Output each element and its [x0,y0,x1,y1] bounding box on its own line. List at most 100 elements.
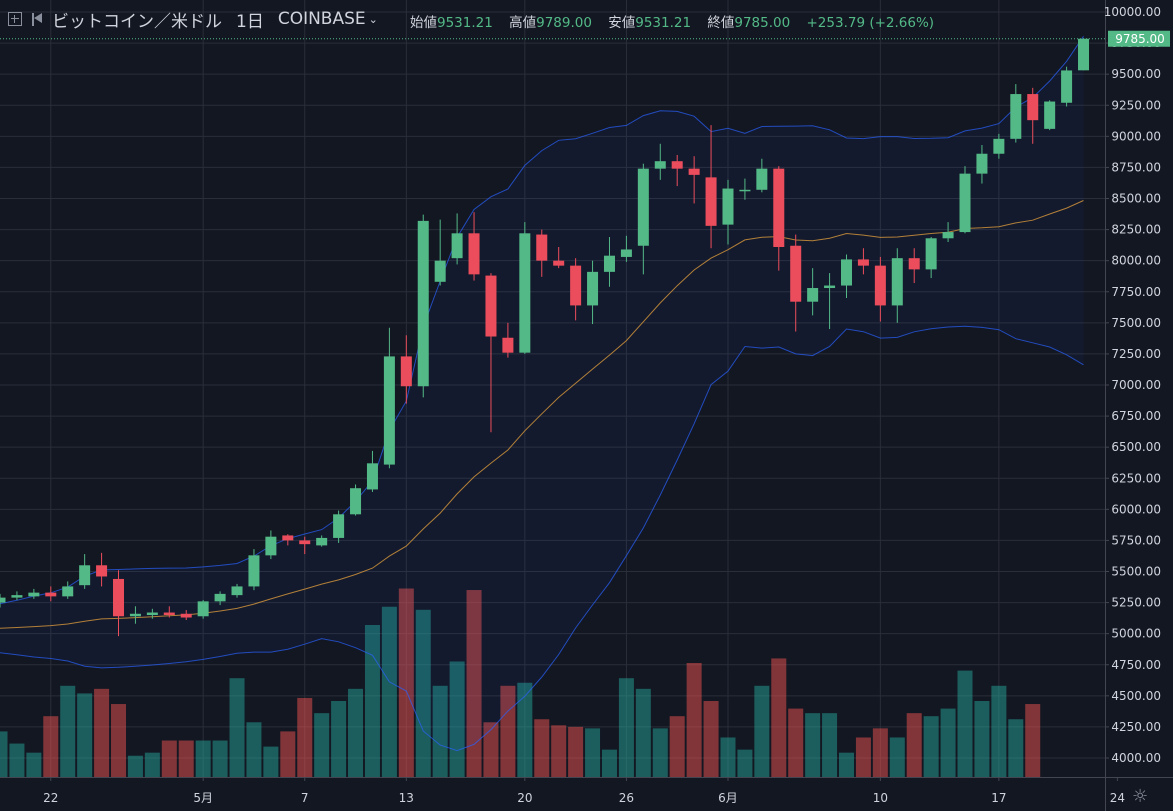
exchange-label[interactable]: COINBASE [277,9,366,29]
price-axis-bg [1105,0,1173,811]
price-tick-label: 6500.00 [1111,440,1161,454]
last-price-label: 9785.00 [1115,32,1165,46]
volume-bar [178,740,194,777]
candle-body [434,260,446,282]
volume-bar [923,716,939,777]
volume-bar [517,682,533,777]
volume-bar [297,697,313,777]
ohlc-legend: 始値9531.21 高値9789.00 安値9531.21 終値9785.00 … [410,11,946,31]
time-tick-label: 6月 [718,791,738,805]
candle-body [908,258,920,270]
volume-bar [26,752,42,777]
price-tick-label: 6000.00 [1111,502,1161,516]
candle-body [299,540,311,545]
candle-body [553,260,565,266]
candle-body [366,463,378,490]
candle-body [231,586,243,596]
volume-bar [855,737,871,777]
volume-bar [940,708,956,777]
candle-body [705,177,717,226]
candle-body [620,249,632,257]
volume-bar [127,755,143,777]
time-axis-bg [0,777,1105,811]
volume-bar [229,678,245,777]
candle-body [282,535,294,541]
price-tick-label: 8250.00 [1111,223,1161,237]
volume-bar [280,731,296,777]
candle-body [536,234,548,261]
candle-body [739,189,751,192]
candle-body [350,488,362,515]
volume-bar [872,728,888,777]
bollinger-upper [0,36,1084,605]
candle-body [654,161,666,169]
candle-body [146,612,158,616]
volume-bar [263,746,279,777]
volume-bar [957,670,973,777]
volume-bar [466,590,482,777]
candle-body [0,597,6,603]
volume-bar [991,685,1007,777]
volume-bar [449,661,465,777]
candle-body [383,356,395,465]
candle-body [333,514,345,538]
price-tick-label: 8500.00 [1111,192,1161,206]
interval-label[interactable]: 1日 [236,11,264,32]
price-tick-label: 9250.00 [1111,98,1161,112]
high-value: 9789.00 [536,15,592,31]
candle-body [603,255,615,272]
candle-body [28,592,40,597]
candle-body [468,233,480,275]
time-tick-label: 13 [399,791,414,805]
time-tick-label: 24 [1110,791,1125,805]
candle-body [891,258,903,306]
high-label: 高値 [509,15,537,31]
candle-body [976,153,988,174]
volume-bar [669,716,685,777]
volume-bar [398,588,414,777]
volume-bar [737,749,753,777]
time-tick-label: 7 [301,791,309,805]
candle-body [1061,70,1073,103]
time-tick-label: 17 [991,791,1006,805]
symbol-name[interactable]: ビットコイン／米ドル [52,11,222,32]
price-tick-label: 5750.00 [1111,533,1161,547]
chevron-down-icon[interactable]: ⌄ [368,12,378,26]
flag-icon[interactable] [30,12,44,26]
add-symbol-icon[interactable] [8,12,22,26]
price-tick-label: 6750.00 [1111,409,1161,423]
candle-body [671,161,683,169]
volume-bar [432,685,448,777]
price-tick-label: 7000.00 [1111,378,1161,392]
moving-average [0,200,1084,629]
low-value: 9531.21 [635,15,692,31]
candle-body [925,238,937,270]
candle-body [807,288,819,302]
candle-body [400,356,412,387]
price-tick-label: 4250.00 [1111,720,1161,734]
price-tick-label: 7750.00 [1111,285,1161,299]
volume-bar [381,606,397,777]
candle-body [773,168,785,247]
price-tick-label: 5500.00 [1111,565,1161,579]
settings-gear-icon[interactable]: ☼ [1132,786,1149,807]
candle-body [113,578,125,617]
candle-body [1010,94,1022,139]
candle-body [1078,38,1090,71]
candle-body [502,337,514,353]
volume-bar [686,663,702,777]
price-tick-label: 4750.00 [1111,658,1161,672]
time-tick-label: 20 [517,791,532,805]
volume-bar [635,688,651,777]
candle-body [248,555,260,587]
volume-bar [364,625,380,777]
price-tick-label: 4500.00 [1111,689,1161,703]
price-tick-label: 9000.00 [1111,129,1161,143]
candle-body [942,232,954,239]
volume-bar [568,726,584,777]
candle-body [45,592,57,597]
candle-body [197,601,209,617]
volume-bar [0,731,8,777]
candle-body [129,613,141,617]
